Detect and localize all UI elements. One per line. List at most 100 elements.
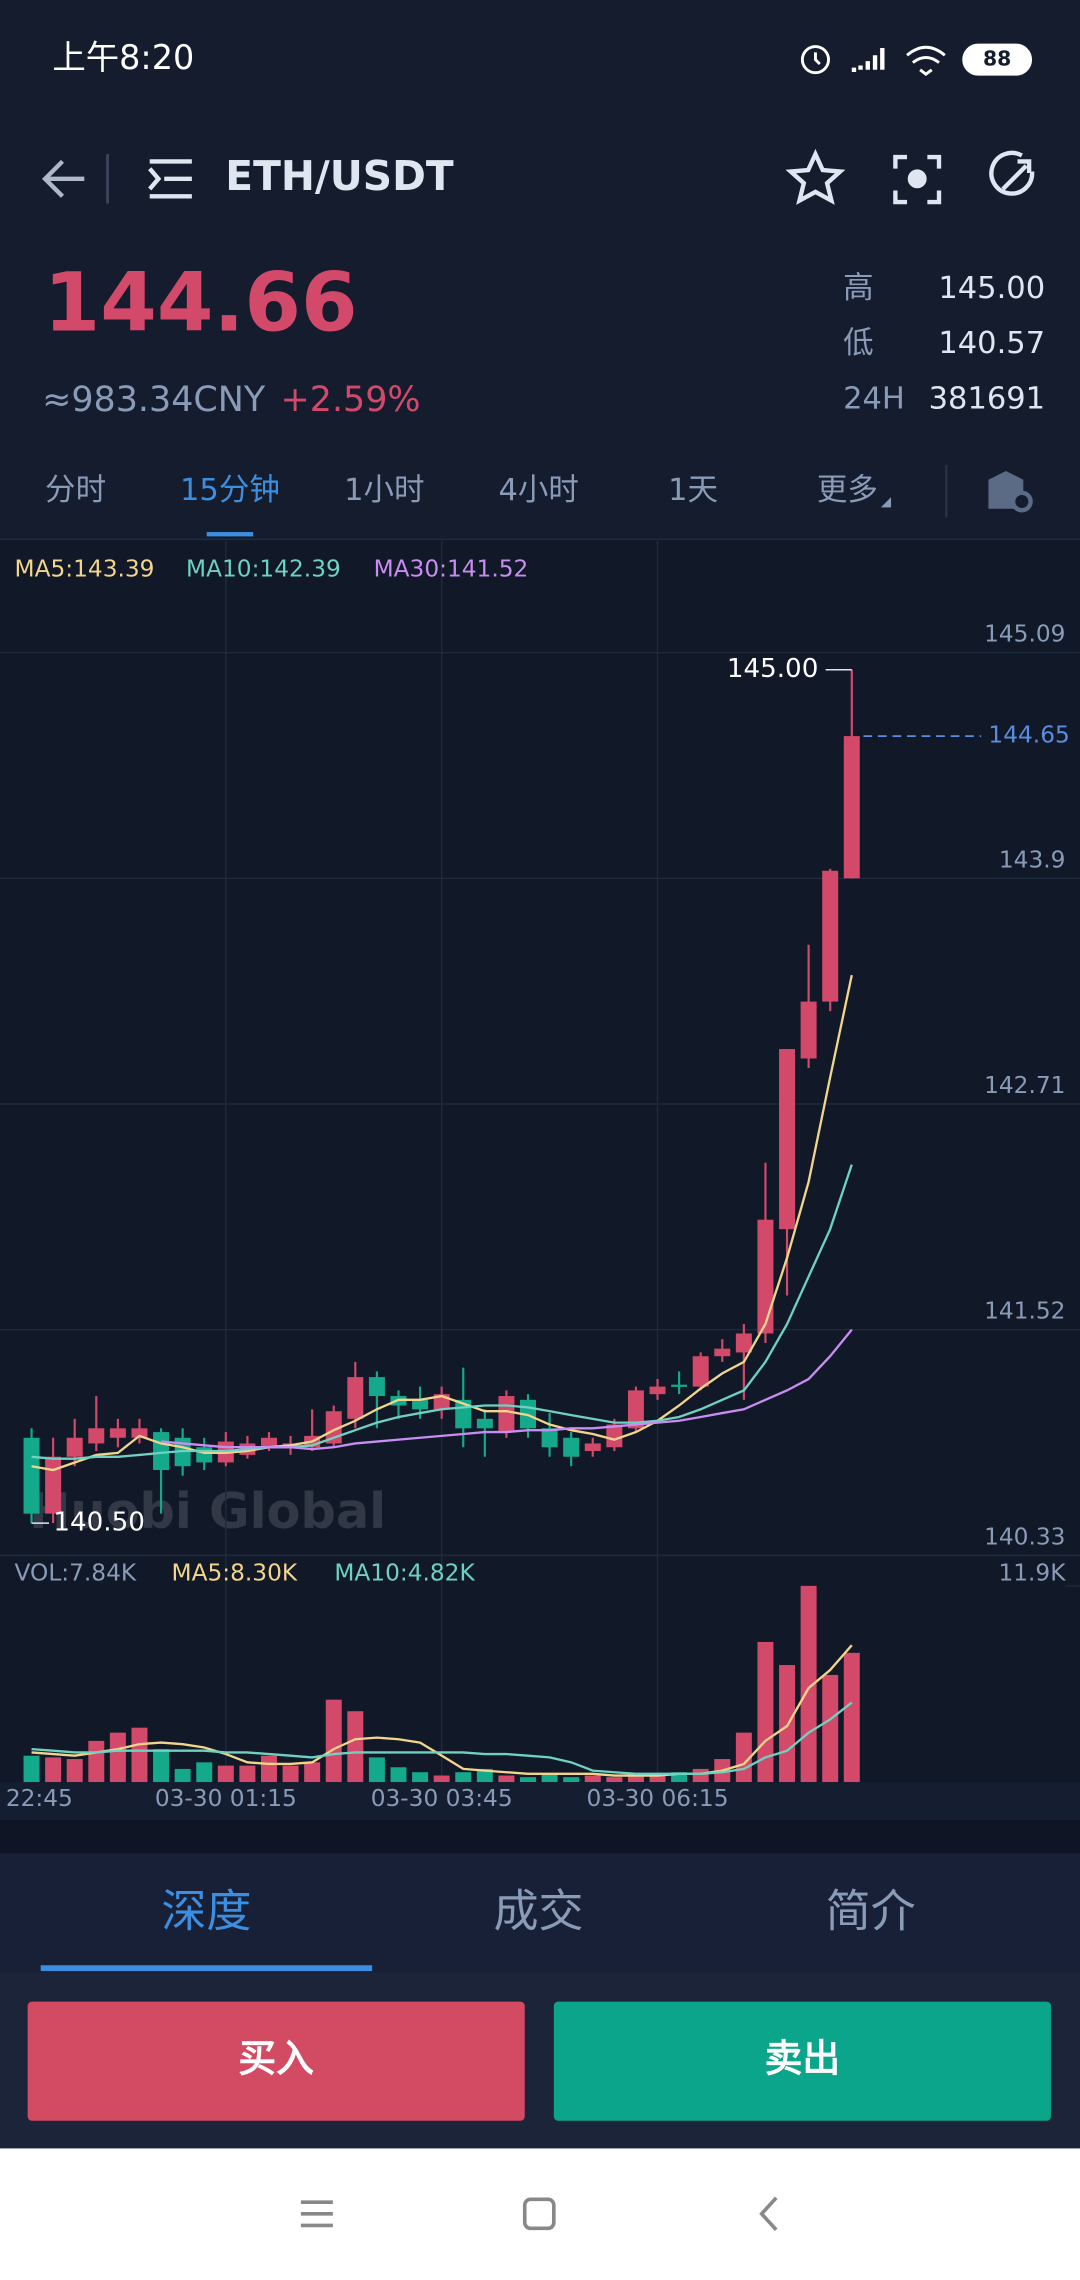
- volume-bar: [109, 1732, 126, 1783]
- kline-chart: 145.09 143.9 142.71 141.52 140.33 MA5:143.39 M…: [0, 540, 1080, 1783]
- y-tick-label: 141.52: [984, 1298, 1065, 1325]
- candle-body: [649, 1386, 666, 1395]
- period-tab[interactable]: 1天: [668, 473, 718, 508]
- volume-bar: [325, 1699, 342, 1783]
- y-tick-label: 145.09: [984, 621, 1065, 648]
- volume-bar: [412, 1772, 429, 1783]
- candle-body: [757, 1219, 774, 1334]
- candle-body: [692, 1356, 709, 1387]
- pair-title[interactable]: ETH/USDT: [225, 152, 454, 200]
- period-tab[interactable]: 15分钟: [180, 473, 280, 508]
- favorite-button[interactable]: [785, 148, 846, 205]
- candle-body: [584, 1443, 601, 1452]
- tab-indicator: [206, 532, 254, 537]
- candle-body: [779, 1049, 796, 1230]
- candle-body: [153, 1432, 170, 1471]
- bottom-tab[interactable]: 简介: [826, 1884, 916, 1937]
- candle-body: [627, 1390, 644, 1429]
- volume-tick-label: 11.9K: [998, 1560, 1066, 1587]
- period-tab[interactable]: 更多: [817, 473, 878, 508]
- back-button[interactable]: [41, 159, 85, 198]
- sell-label[interactable]: 卖出: [765, 2037, 841, 2081]
- volume-ma-line: [31, 1701, 853, 1775]
- volume-bar: [239, 1765, 256, 1783]
- tab-indicator: [40, 1965, 373, 1972]
- bottom-tabs-bg: [0, 1853, 1080, 1973]
- candle-body: [412, 1399, 429, 1410]
- last-price-label: 144.65: [988, 722, 1069, 749]
- period-tab[interactable]: 分时: [45, 473, 106, 508]
- screenshot-button[interactable]: [893, 154, 942, 205]
- x-tick-label: 03-30 06:15: [587, 1785, 729, 1812]
- price-change: +2.59%: [281, 380, 421, 420]
- candle-body: [800, 1001, 817, 1059]
- buy-button[interactable]: [27, 2001, 525, 2121]
- candle-body: [88, 1428, 105, 1444]
- volume-bar: [520, 1777, 537, 1783]
- volume-bar: [88, 1740, 105, 1783]
- ma-line: [31, 974, 853, 1472]
- time-axis: 22:45 03-30 01:15 03-30 03:45 03-30 06:15: [6, 1785, 729, 1812]
- bottom-tab[interactable]: 成交: [493, 1884, 583, 1937]
- nav-home[interactable]: [522, 2197, 556, 2231]
- sell-button[interactable]: [553, 2001, 1051, 2121]
- stat-label: 低: [843, 326, 874, 361]
- ticker-stats: 高 145.00 低 140.57 24H 381691: [843, 271, 1045, 416]
- candle-body: [196, 1447, 213, 1463]
- volume-bar: [390, 1767, 407, 1783]
- candle-body: [541, 1428, 558, 1448]
- volume-bar: [843, 1652, 860, 1783]
- x-tick-label: 22:45: [6, 1785, 73, 1812]
- volume-bar: [606, 1777, 623, 1783]
- x-tick-label: 03-30 03:45: [371, 1785, 513, 1812]
- volume-bar: [368, 1757, 385, 1783]
- stat-value: 145.00: [938, 271, 1045, 306]
- volume-bar: [66, 1759, 83, 1783]
- candle-body: [476, 1418, 493, 1429]
- y-tick-label: 142.71: [984, 1072, 1065, 1099]
- status-time: 上午8:20: [52, 38, 194, 77]
- volume-bar: [498, 1775, 515, 1783]
- candle-body: [563, 1437, 580, 1457]
- ma-legend: MA10:142.39: [186, 555, 341, 582]
- ma-legend: MA30:141.52: [374, 555, 529, 582]
- nav-back[interactable]: [759, 2196, 778, 2232]
- nav-bar: [0, 2148, 1080, 2280]
- volume-bar: [196, 1762, 213, 1783]
- volume-bar: [217, 1765, 234, 1783]
- nav-menu[interactable]: [300, 2200, 333, 2228]
- candle-body: [498, 1396, 515, 1433]
- bottom-tab[interactable]: 深度: [161, 1884, 251, 1937]
- share-button[interactable]: [989, 150, 1035, 196]
- high-marker-label: 145.00: [727, 654, 819, 684]
- time-axis-bg: [0, 1782, 1080, 1820]
- volume-bar: [671, 1772, 688, 1783]
- stat-label: 24H: [843, 381, 905, 416]
- stat-value: 140.57: [938, 326, 1045, 361]
- volume-ma-legend: MA5:8.30K: [172, 1560, 298, 1587]
- volume-bar: [131, 1727, 148, 1783]
- buy-label[interactable]: 买入: [238, 2037, 314, 2081]
- volume-bar: [23, 1755, 40, 1783]
- volume-bar: [347, 1711, 364, 1783]
- chart-settings-button[interactable]: [988, 470, 1033, 513]
- period-tab[interactable]: 1小时: [344, 473, 424, 508]
- stat-label: 高: [843, 271, 874, 306]
- period-tab[interactable]: 4小时: [498, 473, 578, 508]
- candle-body: [735, 1333, 752, 1353]
- y-tick-label: 143.9: [999, 846, 1066, 873]
- x-tick-label: 03-30 01:15: [155, 1785, 297, 1812]
- candle-body: [131, 1428, 148, 1438]
- candle-body: [843, 736, 860, 879]
- menu-button[interactable]: [148, 159, 192, 199]
- stat-value: 381691: [929, 381, 1046, 416]
- volume-bar: [757, 1641, 774, 1783]
- volume-bar: [800, 1585, 817, 1783]
- candle-body: [347, 1377, 364, 1419]
- candle-body: [66, 1437, 83, 1457]
- candle-body: [23, 1437, 40, 1514]
- bottom-tabs: 深度 成交 简介: [40, 1884, 916, 1972]
- volume-bar: [260, 1755, 277, 1783]
- volume-ma-legend: MA10:4.82K: [334, 1560, 475, 1587]
